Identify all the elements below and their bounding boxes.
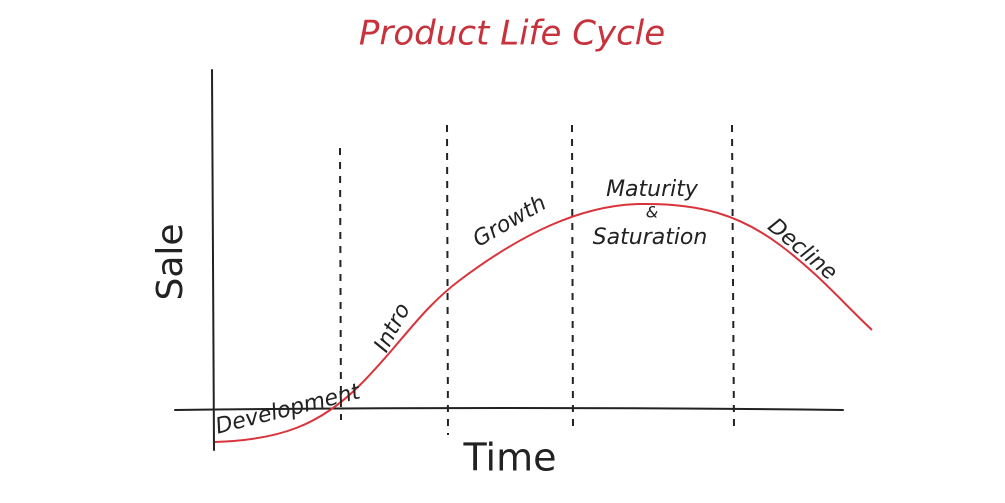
x-axis-label: Time — [463, 436, 557, 480]
divider — [571, 124, 574, 431]
y-axis — [211, 69, 215, 451]
life-cycle-curve — [214, 202, 873, 443]
title: Product Life Cycle — [359, 14, 665, 54]
stage-label: Decline — [763, 214, 842, 286]
stage-label: Saturation — [593, 225, 708, 250]
divider — [731, 124, 735, 431]
stage-label: Growth — [469, 191, 551, 253]
divider — [446, 124, 449, 436]
x-axis — [174, 407, 844, 411]
stage-label: & — [646, 203, 658, 222]
y-axis-label: Sale — [150, 223, 191, 300]
stage-label: Maturity — [606, 177, 699, 202]
stage-label: Intro — [369, 299, 415, 356]
divider — [339, 147, 342, 421]
